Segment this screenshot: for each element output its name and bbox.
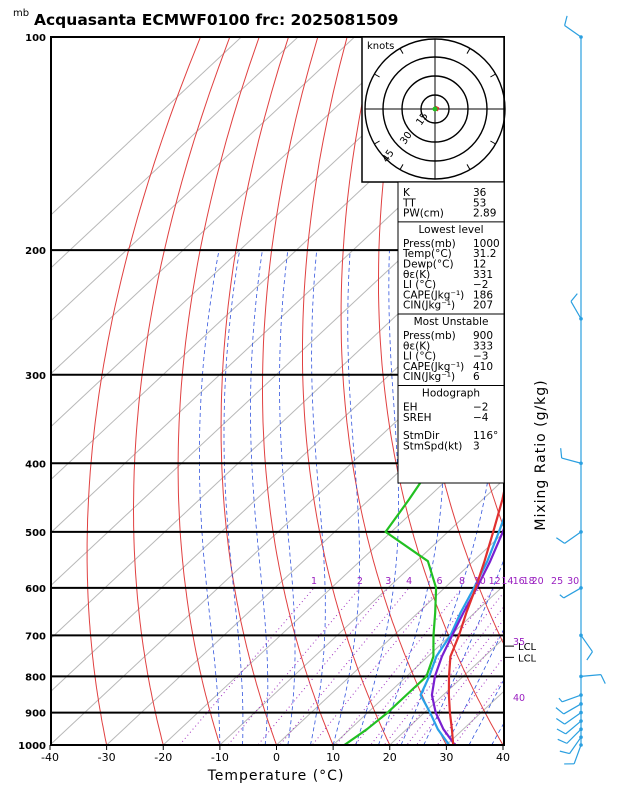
pressure-tick-label: 400 — [25, 459, 46, 470]
x-tick-label: 30 — [439, 751, 453, 764]
x-tick-label: -20 — [154, 751, 172, 764]
y-axis-label: Mixing Ratio (g/kg) — [533, 379, 549, 530]
pressure-tick-label: 500 — [25, 528, 46, 539]
lcl-label: LCL — [518, 642, 537, 653]
stat-value: 2.89 — [473, 208, 496, 220]
x-tick-label: 0 — [273, 751, 280, 764]
mixing-ratio-label: 3 — [385, 576, 391, 587]
hodograph-unit-label: knots — [367, 41, 394, 52]
x-axis-label: Temperature (°C) — [207, 768, 345, 784]
x-tick-label: -10 — [211, 751, 229, 764]
pressure-tick-label: 800 — [25, 672, 46, 683]
stat-value: 207 — [473, 300, 493, 312]
x-tick-label: 20 — [383, 751, 397, 764]
stat-label: PW(cm) — [403, 208, 444, 220]
stat-label: SREH — [403, 412, 432, 424]
x-tick-label: 40 — [496, 751, 510, 764]
pressure-tick-label: 700 — [25, 631, 46, 642]
pressure-tick-label: 900 — [25, 709, 46, 720]
pressure-tick-label: 600 — [25, 584, 46, 595]
pressure-tick-label: 100 — [25, 33, 46, 44]
mixing-ratio-label: 20 — [532, 576, 544, 587]
mixing-ratio-label: 4 — [406, 576, 412, 587]
stat-value: −4 — [473, 412, 489, 424]
mixing-ratio-label: 8 — [459, 576, 465, 587]
x-tick-label: -30 — [98, 751, 116, 764]
stat-label: StmSpd(kt) — [403, 440, 462, 452]
lcl-label: LCL — [518, 653, 537, 664]
stats-section-title: Hodograph — [422, 388, 480, 400]
mixing-ratio-label: 6 — [437, 576, 443, 587]
mixing-ratio-label: 30 — [567, 576, 579, 587]
mixing-ratio-label: 10 — [474, 576, 486, 587]
pressure-unit-label: mb — [13, 8, 29, 19]
storm-motion-marker — [433, 107, 438, 112]
stat-value: 6 — [473, 371, 480, 383]
stats-section-title: Lowest level — [418, 224, 483, 236]
x-tick-label: 10 — [326, 751, 340, 764]
pressure-tick-label: 200 — [25, 246, 46, 257]
mixing-ratio-label: 12 — [489, 576, 501, 587]
pressure-tick-label: 300 — [25, 371, 46, 382]
stats-section-title: Most Unstable — [414, 316, 489, 328]
chart-title: Acquasanta ECMWF0100 frc: 2025081509 — [34, 11, 398, 29]
x-tick-label: -40 — [41, 751, 59, 764]
stat-label: CIN(Jkg⁻¹) — [403, 300, 455, 312]
stat-value: 3 — [473, 440, 480, 452]
mixing-ratio-label: 2 — [357, 576, 363, 587]
mixing-ratio-label: 25 — [551, 576, 563, 587]
mixing-ratio-label: 1 — [311, 576, 317, 587]
stat-label: CIN(Jkg⁻¹) — [403, 371, 455, 383]
theta-label: 40 — [513, 693, 525, 704]
